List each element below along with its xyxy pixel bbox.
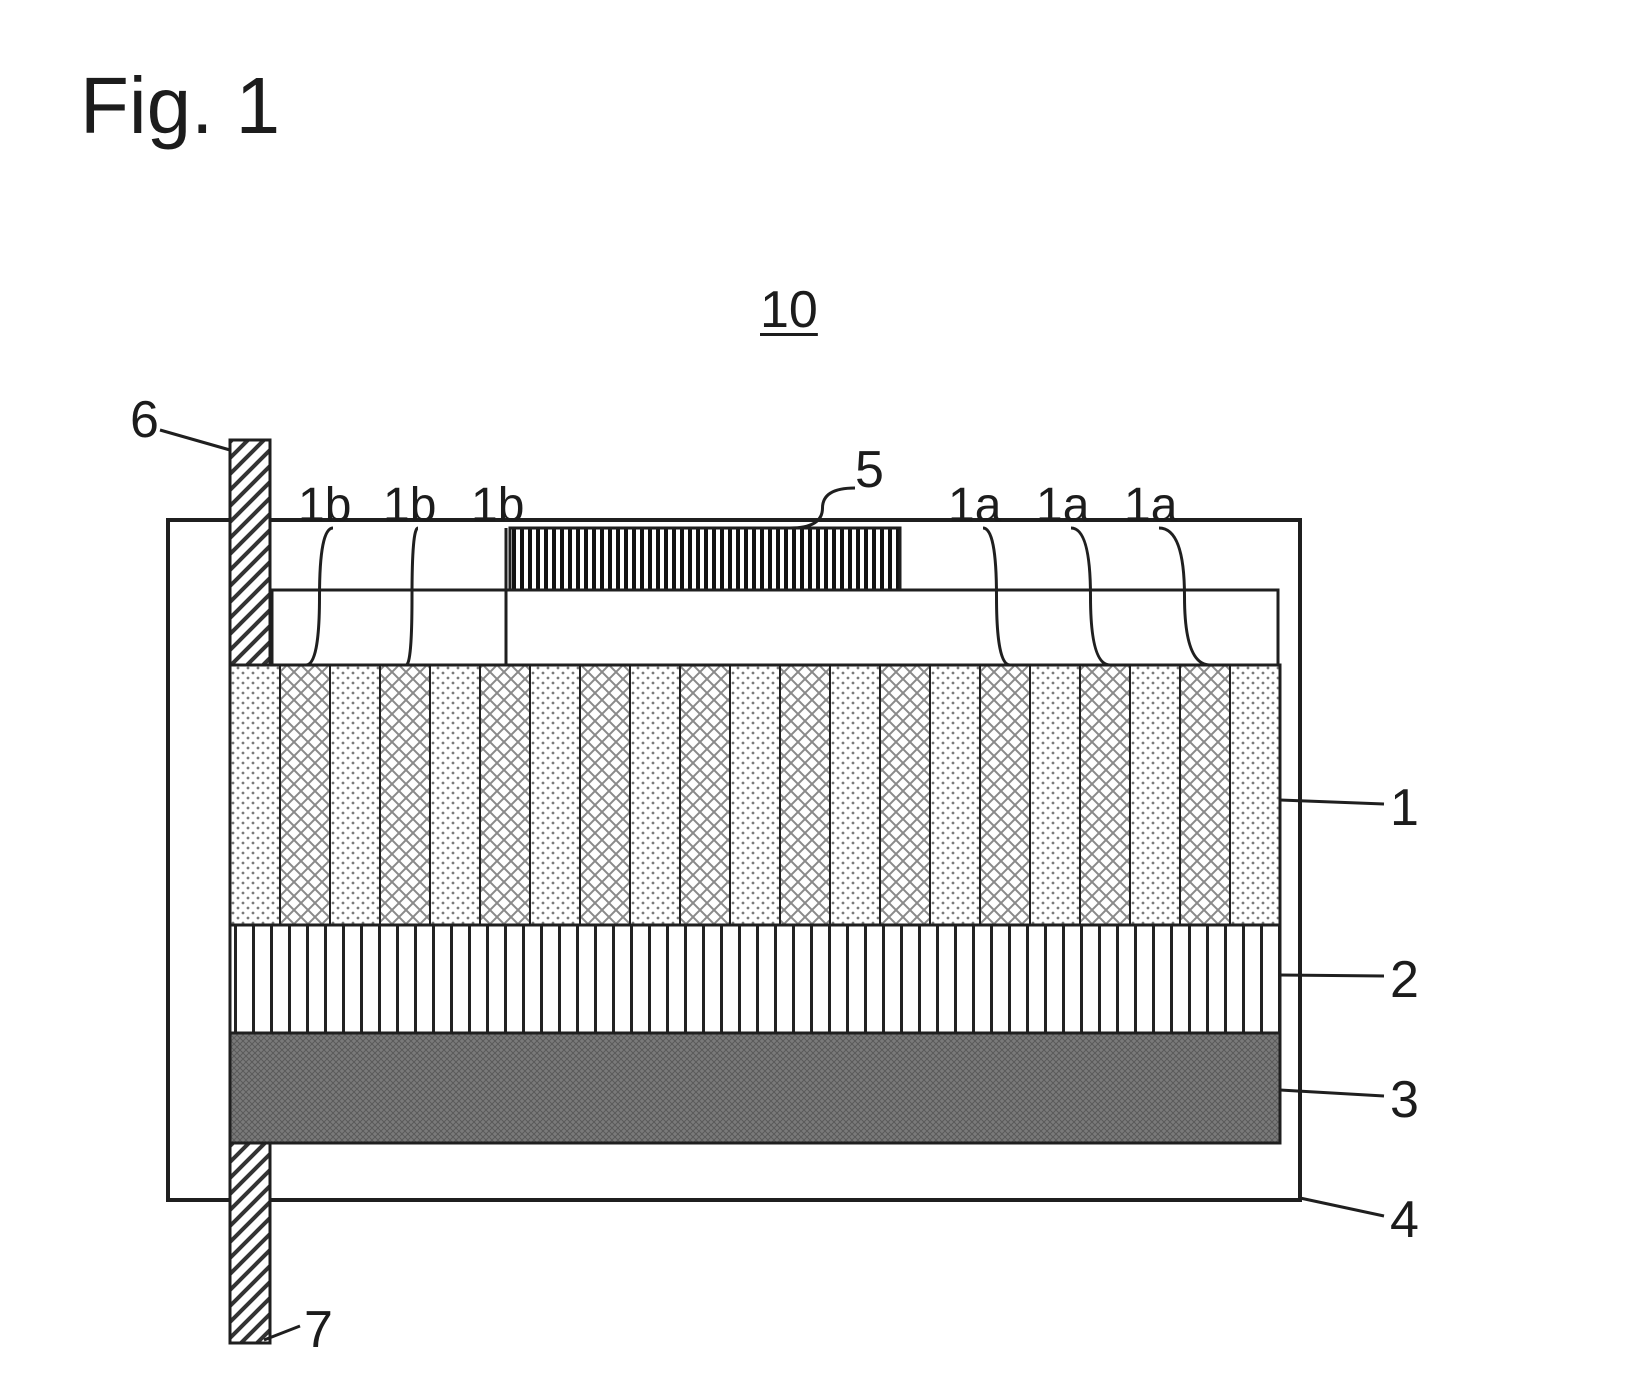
label-3: 3 xyxy=(1390,1070,1419,1130)
label-1b-3: 1b xyxy=(471,478,524,533)
assembly-label: 10 xyxy=(760,280,818,340)
label-1a-1: 1a xyxy=(948,478,1001,533)
outer-box xyxy=(168,520,1300,1200)
layer1-band-b xyxy=(230,665,280,925)
layer1-band-a xyxy=(580,665,630,925)
label-1: 1 xyxy=(1390,778,1419,838)
layer1-band-b xyxy=(1230,665,1280,925)
connector-7 xyxy=(230,1143,270,1343)
block-5 xyxy=(510,528,900,590)
layer1-band-b xyxy=(530,665,580,925)
layer1-band-a xyxy=(980,665,1030,925)
layer-1-outline xyxy=(230,665,1280,925)
top-bar xyxy=(272,590,1278,665)
layer1-band-a xyxy=(1080,665,1130,925)
label-1b-2: 1b xyxy=(383,478,436,533)
diagram-svg xyxy=(0,0,1628,1379)
leader-lines xyxy=(160,430,1384,1340)
layer1-band-a xyxy=(780,665,830,925)
layer1-band-a xyxy=(280,665,330,925)
label-6: 6 xyxy=(130,390,159,450)
layer1-band-a xyxy=(1180,665,1230,925)
layer1-band-b xyxy=(430,665,480,925)
layer-1-bg xyxy=(230,665,1280,925)
label-1a-2: 1a xyxy=(1036,478,1089,533)
layer1-band-a xyxy=(380,665,430,925)
layer-1-bands xyxy=(230,665,1280,925)
layer1-band-b xyxy=(930,665,980,925)
layer1-band-b xyxy=(630,665,680,925)
label-7: 7 xyxy=(304,1300,333,1360)
figure-title: Fig. 1 xyxy=(80,60,280,152)
layer1-band-b xyxy=(830,665,880,925)
layer1-band-a xyxy=(680,665,730,925)
layer-3 xyxy=(230,1033,1280,1143)
connector-6 xyxy=(230,440,270,1150)
label-2: 2 xyxy=(1390,950,1419,1010)
label-5: 5 xyxy=(855,440,884,500)
layer1-band-a xyxy=(480,665,530,925)
layer1-band-b xyxy=(730,665,780,925)
layer1-band-a xyxy=(880,665,930,925)
layer1-band-b xyxy=(1030,665,1080,925)
label-1a-3: 1a xyxy=(1124,478,1177,533)
label-4: 4 xyxy=(1390,1190,1419,1250)
label-1b-1: 1b xyxy=(298,478,351,533)
layer1-band-b xyxy=(1130,665,1180,925)
layer-2 xyxy=(230,925,1280,1033)
diagram-stage: Fig. 1 10 1b 1b 1b 1a 1a 1a 5 6 xyxy=(0,0,1628,1379)
layer1-band-b xyxy=(330,665,380,925)
